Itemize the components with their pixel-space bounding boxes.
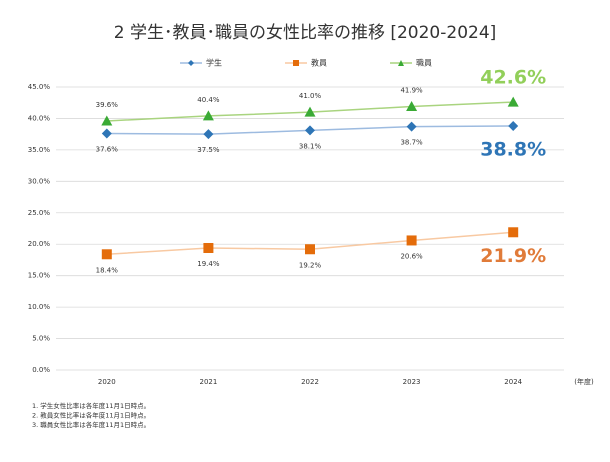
x-tick-label: 2021 [199, 378, 217, 386]
legend-marker [293, 60, 299, 66]
marker [406, 235, 417, 246]
marker [101, 128, 112, 139]
data-label: 38.7% [400, 139, 423, 147]
marker [508, 120, 519, 131]
marker [202, 110, 214, 121]
data-label: 18.4% [96, 266, 119, 274]
legend-label: 職員 [416, 59, 432, 68]
marker [304, 106, 316, 117]
data-label: 19.2% [299, 261, 322, 269]
marker [203, 129, 214, 140]
x-axis-label: (年度) [574, 377, 594, 386]
marker [507, 96, 519, 107]
footnote: 1. 学生女性比率は各年度11月1日時点。 [32, 401, 150, 410]
footnote: 2. 教員女性比率は各年度11月1日時点。 [32, 411, 150, 420]
y-tick-label: 10.0% [28, 303, 51, 311]
data-label: 41.0% [299, 92, 322, 100]
data-label: 41.9% [400, 86, 423, 94]
y-tick-label: 25.0% [28, 209, 51, 217]
chart-title: 2 学生･教員･職員の女性比率の推移 [2020-2024] [114, 23, 497, 43]
marker [101, 115, 113, 126]
y-tick-label: 0.0% [32, 366, 50, 374]
highlight-label: 21.9% [480, 245, 546, 267]
marker [305, 244, 315, 255]
legend-label: 教員 [311, 58, 327, 68]
marker [101, 249, 112, 260]
marker [406, 121, 417, 132]
data-label: 37.6% [96, 146, 119, 154]
x-tick-label: 2020 [98, 378, 116, 386]
y-tick-label: 20.0% [28, 240, 51, 248]
data-label: 39.6% [96, 101, 119, 109]
data-label: 40.4% [197, 96, 220, 104]
x-tick-label: 2023 [403, 378, 421, 386]
marker [406, 100, 418, 111]
marker [508, 227, 519, 238]
legend-marker [398, 60, 404, 66]
x-tick-label: 2022 [301, 378, 319, 386]
marker [305, 125, 315, 136]
y-tick-label: 15.0% [28, 272, 51, 280]
legend-marker [188, 60, 194, 66]
y-tick-label: 30.0% [28, 177, 51, 185]
data-label: 38.1% [299, 142, 322, 150]
highlight-label: 38.8% [480, 138, 546, 160]
y-tick-label: 40.0% [28, 114, 51, 122]
highlight-label: 42.6% [480, 67, 546, 89]
x-tick-label: 2024 [504, 378, 522, 386]
marker [203, 242, 214, 253]
data-label: 37.5% [197, 146, 220, 154]
data-label: 20.6% [400, 252, 423, 260]
y-tick-label: 35.0% [28, 146, 51, 154]
legend-label: 学生 [206, 58, 222, 68]
y-tick-label: 45.0% [28, 83, 51, 91]
y-tick-label: 5.0% [32, 335, 50, 343]
footnote: 3. 職員女性比率は各年度11月1日時点。 [32, 420, 150, 429]
data-label: 19.4% [197, 260, 220, 268]
